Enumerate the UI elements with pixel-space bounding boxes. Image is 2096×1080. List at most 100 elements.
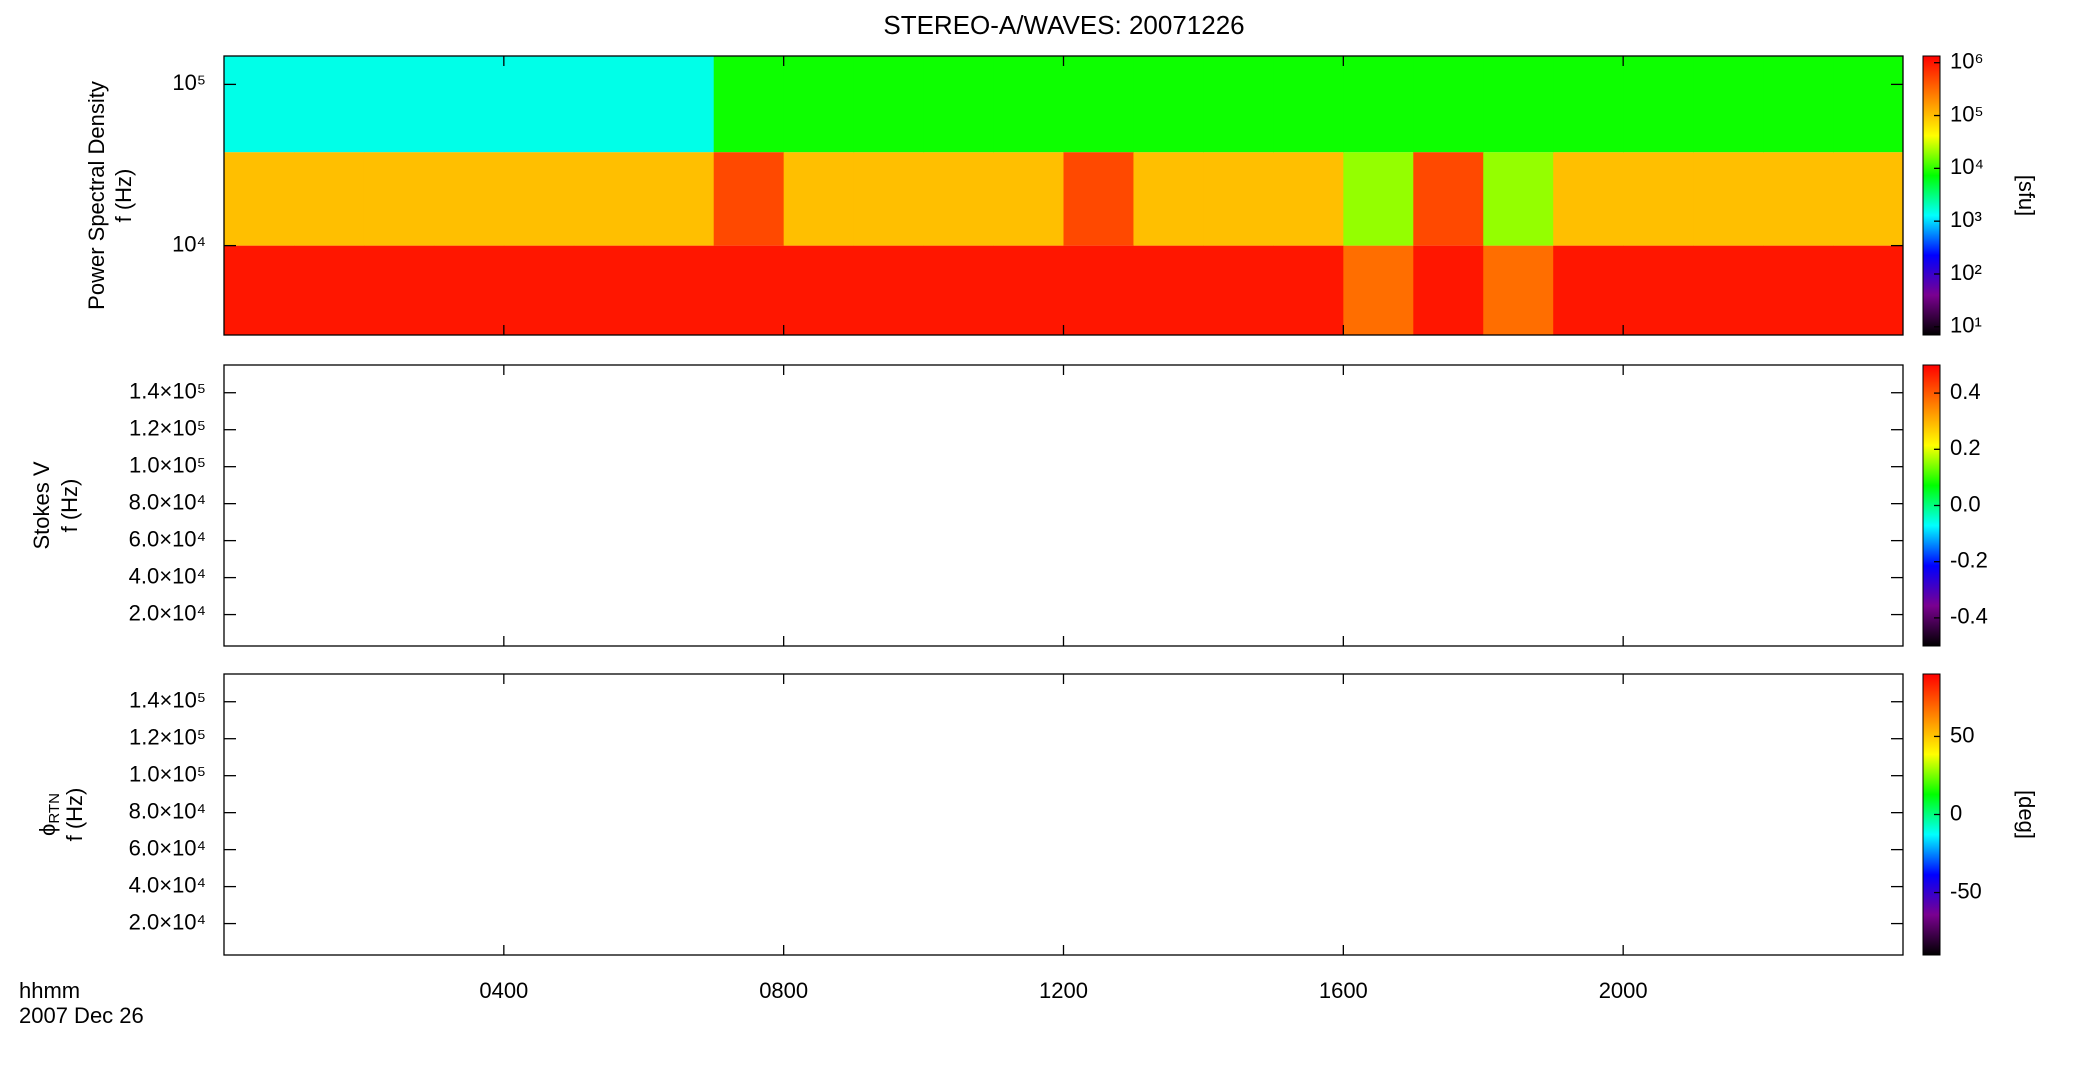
heatmap-cell bbox=[993, 245, 1064, 335]
heatmap-cell bbox=[1763, 56, 1834, 153]
heatmap-cell bbox=[1553, 152, 1624, 246]
x-tick-label: 0400 bbox=[479, 978, 528, 1003]
heatmap-cell bbox=[993, 56, 1064, 153]
heatmap-cell bbox=[1133, 56, 1204, 153]
heatmap-cell bbox=[433, 152, 505, 246]
colorbar-tick-label: 0 bbox=[1950, 800, 1962, 825]
heatmap-cell bbox=[1273, 245, 1344, 335]
heatmap-cell bbox=[1343, 245, 1414, 335]
heatmap-cell bbox=[1623, 56, 1694, 153]
y-axis-label: ϕRTN bbox=[35, 793, 63, 836]
x-tick-label: 2000 bbox=[1599, 978, 1648, 1003]
colorbar-tick-label: 0.0 bbox=[1950, 491, 1981, 516]
heatmap-cell bbox=[293, 152, 365, 246]
heatmap-cell bbox=[293, 56, 365, 153]
y-axis-label: f (Hz) bbox=[57, 479, 82, 533]
heatmap-cell bbox=[573, 152, 645, 246]
heatmap-cell bbox=[783, 152, 855, 246]
heatmap-cell bbox=[1203, 245, 1274, 335]
heatmap-cell bbox=[1763, 152, 1834, 246]
y-tick-label: 1.2×10⁵ bbox=[129, 725, 206, 750]
y-tick-label: 8.0×10⁴ bbox=[129, 798, 206, 823]
heatmap-cell bbox=[363, 152, 435, 246]
heatmap-cell bbox=[1483, 245, 1554, 335]
heatmap-cell bbox=[1273, 56, 1344, 153]
heatmap-cell bbox=[993, 152, 1064, 246]
heatmap-cell bbox=[224, 56, 295, 153]
colorbar-tick-label: -0.2 bbox=[1950, 548, 1988, 573]
heatmap-cell bbox=[1623, 152, 1694, 246]
heatmap-cell bbox=[1553, 245, 1624, 335]
heatmap-cell bbox=[1483, 56, 1554, 153]
heatmap-cell bbox=[573, 56, 645, 153]
heatmap-cell bbox=[923, 245, 995, 335]
heatmap-cell bbox=[224, 152, 295, 246]
heatmap-cell bbox=[224, 245, 295, 335]
y-axis-label-part: ϕ bbox=[35, 824, 60, 836]
colorbar-tick-label: 10² bbox=[1950, 260, 1982, 285]
heatmap-cell bbox=[1133, 152, 1204, 246]
x-tick-label: 0800 bbox=[759, 978, 808, 1003]
x-tick-label: 1600 bbox=[1319, 978, 1368, 1003]
heatmap-cell bbox=[1343, 56, 1414, 153]
heatmap-cell bbox=[433, 56, 505, 153]
heatmap-cell bbox=[363, 245, 435, 335]
colorbar-tick-label: 10⁴ bbox=[1950, 154, 1984, 179]
heatmap-cell bbox=[1693, 245, 1764, 335]
heatmap-cell bbox=[1063, 152, 1134, 246]
y-tick-label: 2.0×10⁴ bbox=[129, 600, 206, 625]
heatmap-cell bbox=[503, 245, 575, 335]
heatmap-cell bbox=[923, 152, 995, 246]
heatmap-cell bbox=[1203, 152, 1274, 246]
heatmap-cell bbox=[503, 152, 575, 246]
heatmap-cell bbox=[293, 245, 365, 335]
heatmap-cell bbox=[1203, 56, 1274, 153]
heatmap-cell bbox=[1133, 245, 1204, 335]
heatmap-cell bbox=[1623, 245, 1694, 335]
y-tick-label: 2.0×10⁴ bbox=[129, 909, 206, 934]
y-tick-label: 1.2×10⁵ bbox=[129, 416, 206, 441]
y-tick-label: 10⁵ bbox=[172, 70, 206, 95]
heatmap-cell bbox=[853, 56, 925, 153]
heatmap-cell bbox=[923, 56, 995, 153]
y-tick-label: 6.0×10⁴ bbox=[129, 835, 206, 860]
heatmap-cell bbox=[1413, 152, 1484, 246]
y-axis-label: Power Spectral Density bbox=[84, 81, 109, 310]
heatmap-cell bbox=[1763, 245, 1834, 335]
chart-title: STEREO-A/WAVES: 20071226 bbox=[883, 10, 1244, 40]
x-axis-label: hhmm bbox=[19, 978, 80, 1003]
y-axis-label-part: f (Hz) bbox=[62, 788, 87, 842]
y-tick-label: 8.0×10⁴ bbox=[129, 489, 206, 514]
y-axis-label: f (Hz) bbox=[111, 169, 136, 223]
y-tick-label: 4.0×10⁴ bbox=[129, 563, 206, 588]
y-tick-label: 6.0×10⁴ bbox=[129, 526, 206, 551]
heatmap-cell bbox=[643, 152, 715, 246]
y-axis-label-part: f (Hz) bbox=[111, 169, 136, 223]
x-tick-label: 1200 bbox=[1039, 978, 1088, 1003]
colorbar-label: [sfu] bbox=[2014, 175, 2039, 217]
y-axis-label-part: Stokes V bbox=[29, 461, 54, 549]
heatmap-cell bbox=[713, 152, 785, 246]
heatmap-cell bbox=[1413, 245, 1484, 335]
y-axis-label: Stokes V bbox=[29, 461, 54, 549]
y-axis-label-part: f (Hz) bbox=[57, 479, 82, 533]
heatmap-cell bbox=[1833, 245, 1904, 335]
x-axis-date: 2007 Dec 26 bbox=[19, 1003, 144, 1028]
heatmap-cell bbox=[783, 56, 855, 153]
heatmap-cell bbox=[853, 152, 925, 246]
y-axis-label-subscript: RTN bbox=[46, 793, 63, 824]
heatmap-cell bbox=[1553, 56, 1624, 153]
colorbar-tick-label: 10⁵ bbox=[1950, 101, 1984, 126]
y-tick-label: 4.0×10⁴ bbox=[129, 872, 206, 897]
heatmap-cell bbox=[1693, 56, 1764, 153]
colorbar-tick-label: 0.4 bbox=[1950, 379, 1981, 404]
heatmap-cell bbox=[643, 245, 715, 335]
heatmap-cell bbox=[783, 245, 855, 335]
colorbar bbox=[1922, 55, 1941, 336]
heatmap-cell bbox=[643, 56, 715, 153]
heatmap-cell bbox=[1833, 56, 1904, 153]
heatmap-cell bbox=[433, 245, 505, 335]
heatmap-cell bbox=[1413, 56, 1484, 153]
heatmap-cell bbox=[1483, 152, 1554, 246]
y-axis-label: f (Hz) bbox=[62, 788, 87, 842]
